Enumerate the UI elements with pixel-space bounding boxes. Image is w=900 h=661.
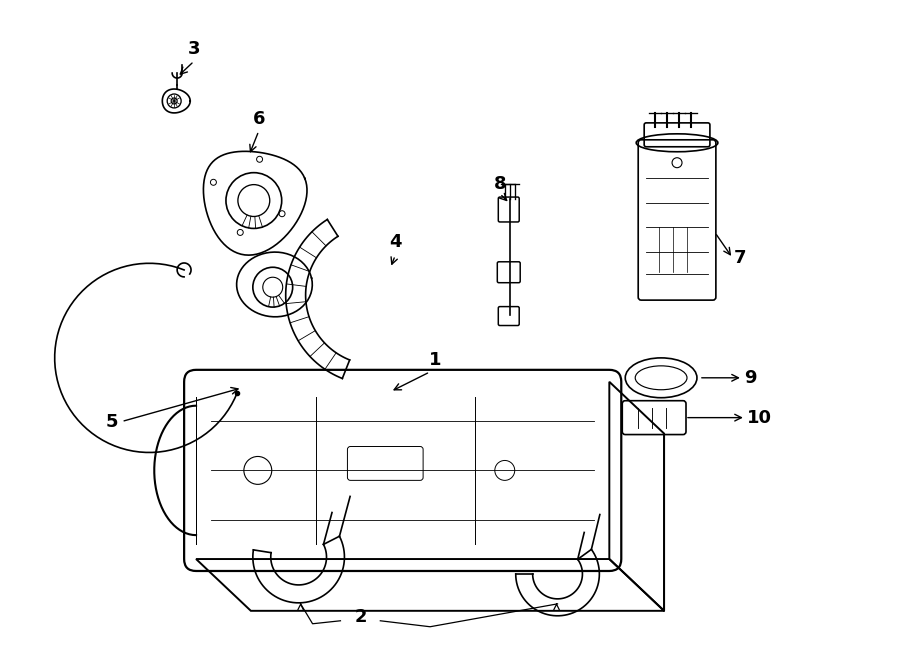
Text: 1: 1 bbox=[428, 351, 441, 369]
Text: 3: 3 bbox=[188, 40, 201, 58]
Text: 6: 6 bbox=[253, 110, 266, 128]
Text: 8: 8 bbox=[493, 175, 506, 192]
Text: 7: 7 bbox=[734, 249, 746, 267]
Text: 5: 5 bbox=[105, 412, 118, 430]
Text: 4: 4 bbox=[389, 233, 401, 251]
Text: 2: 2 bbox=[354, 608, 366, 626]
Text: 10: 10 bbox=[747, 408, 771, 426]
Text: 9: 9 bbox=[743, 369, 756, 387]
